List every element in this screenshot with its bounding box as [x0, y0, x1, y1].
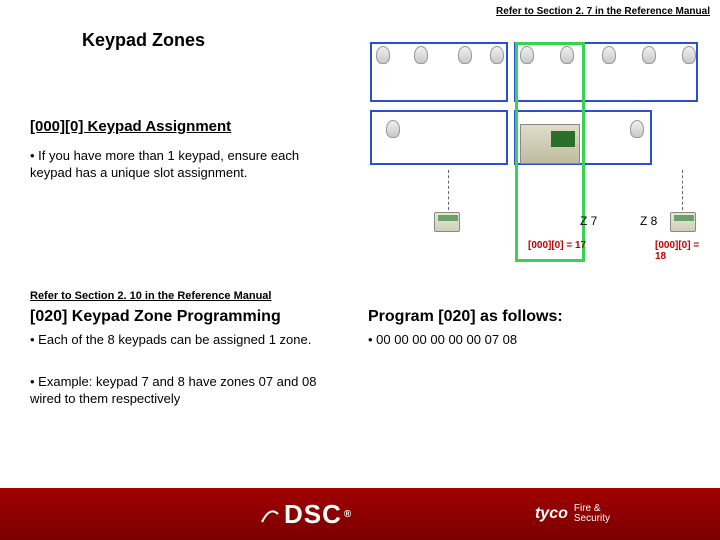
keypad-7-icon: [434, 212, 460, 232]
dsc-swoosh-icon: [260, 504, 280, 524]
sensor-icon: [682, 46, 696, 64]
zone-box-1: [370, 42, 508, 102]
zone-7-label: Z 7: [580, 214, 597, 228]
zone-8-label: Z 8: [640, 214, 657, 228]
sensor-icon: [602, 46, 616, 64]
sensor-icon: [490, 46, 504, 64]
wire-dash: [448, 170, 449, 210]
section2-body1: • Each of the 8 keypads can be assigned …: [30, 332, 330, 349]
program-heading: Program [020] as follows:: [368, 308, 563, 326]
program-body: • 00 00 00 00 00 00 07 08: [368, 332, 517, 347]
reference-mid: Refer to Section 2. 10 in the Reference …: [30, 290, 271, 302]
dsc-text: DSC: [284, 499, 342, 530]
section2-heading: [020] Keypad Zone Programming: [30, 308, 281, 326]
tyco-logo: tyco Fire &Security: [535, 504, 610, 524]
page-title: Keypad Zones: [82, 30, 205, 51]
wire-dash: [682, 170, 683, 210]
assignment-17-label: [000][0] = 17: [528, 240, 586, 251]
sensor-icon: [520, 46, 534, 64]
wiring-diagram: Z 7 Z 8 [000][0] = 17 [000][0] = 18: [370, 42, 710, 272]
sensor-icon: [376, 46, 390, 64]
section2-body2: • Example: keypad 7 and 8 have zones 07 …: [30, 374, 350, 408]
section1-heading: [000][0] Keypad Assignment: [30, 118, 231, 135]
section1-body: • If you have more than 1 keypad, ensure…: [30, 148, 330, 182]
sensor-icon: [414, 46, 428, 64]
sensor-icon: [386, 120, 400, 138]
tyco-fs: Fire &Security: [574, 504, 610, 524]
keypad-8-icon: [670, 212, 696, 232]
reg-mark: ®: [344, 509, 352, 520]
reference-top: Refer to Section 2. 7 in the Reference M…: [496, 6, 710, 17]
sensor-icon: [630, 120, 644, 138]
sensor-icon: [560, 46, 574, 64]
footer-bar: DSC® tyco Fire &Security: [0, 488, 720, 540]
sensor-icon: [458, 46, 472, 64]
assignment-18-label: [000][0] = 18: [655, 240, 710, 262]
sensor-icon: [642, 46, 656, 64]
tyco-text: tyco: [535, 505, 568, 523]
control-panel-icon: [520, 124, 580, 164]
dsc-logo: DSC®: [260, 499, 352, 530]
